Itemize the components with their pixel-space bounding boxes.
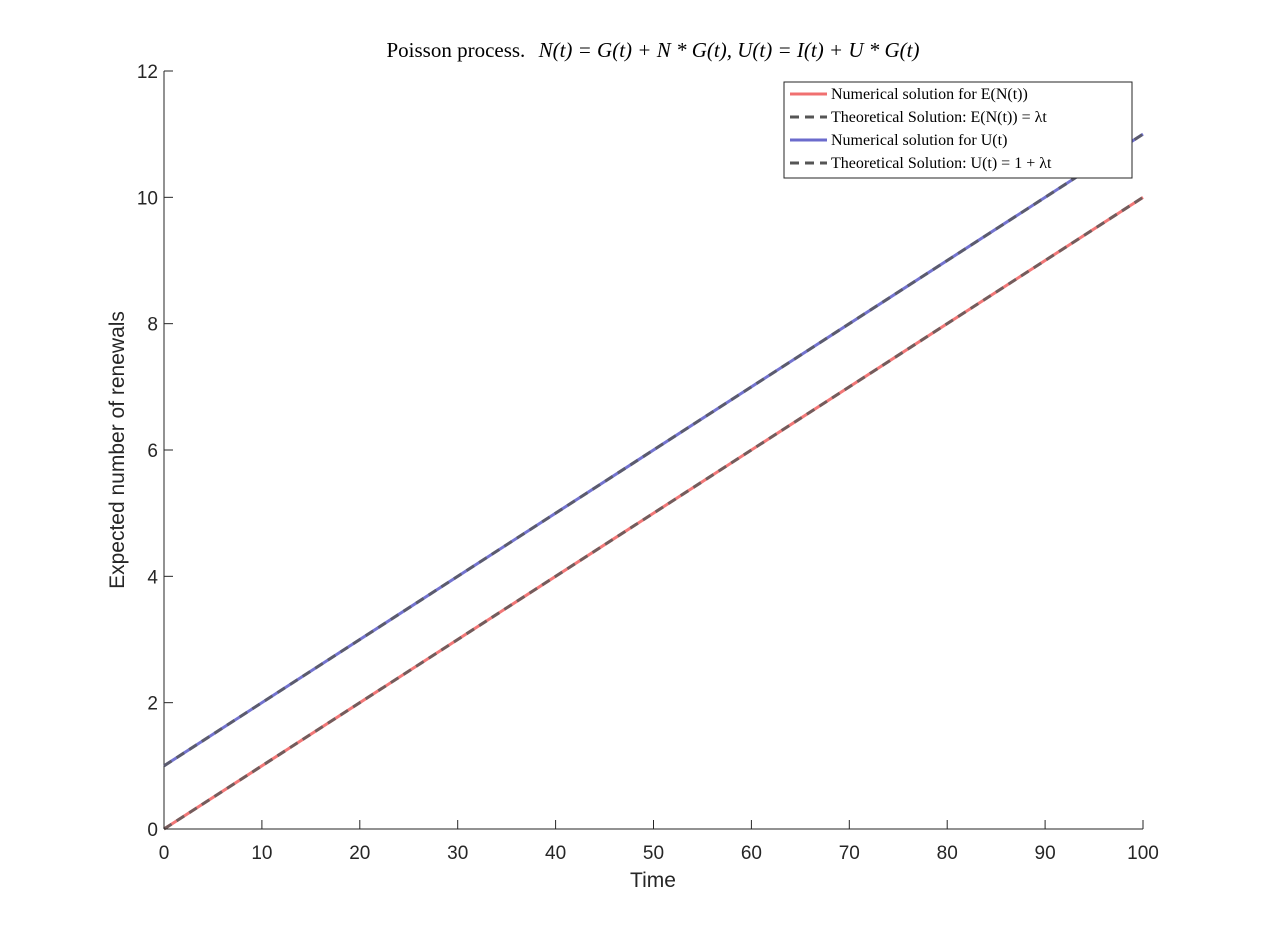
y-tick-label: 6 bbox=[147, 441, 158, 462]
x-tick-label: 40 bbox=[545, 843, 566, 864]
series-line-1 bbox=[163, 196, 1144, 831]
legend-label: Theoretical Solution: U(t) = 1 + λt bbox=[831, 155, 1052, 172]
legend-label: Numerical solution for E(N(t)) bbox=[831, 86, 1028, 103]
y-tick-label: 4 bbox=[147, 567, 158, 588]
chart-title-plain: Poisson process. bbox=[386, 38, 525, 62]
x-tick-label: 20 bbox=[349, 843, 370, 864]
x-tick-label: 10 bbox=[251, 843, 272, 864]
x-tick-label: 80 bbox=[937, 843, 958, 864]
x-axis-label: Time bbox=[630, 869, 676, 892]
x-tick-label: 30 bbox=[447, 843, 468, 864]
x-tick-label: 90 bbox=[1035, 843, 1056, 864]
legend-label: Numerical solution for U(t) bbox=[831, 132, 1007, 149]
series-line-3 bbox=[163, 132, 1144, 768]
chart-title: Poisson process. N(t) = G(t) + N * G(t),… bbox=[386, 38, 919, 62]
y-tick-label: 12 bbox=[137, 62, 158, 83]
legend: Numerical solution for E(N(t)) Theoretica… bbox=[783, 81, 1133, 179]
y-axis-label: Expected number of renewals bbox=[106, 311, 129, 589]
x-tick-label: 60 bbox=[741, 843, 762, 864]
x-tick-label: 100 bbox=[1127, 843, 1159, 864]
chart-title-math: N(t) = G(t) + N * G(t), U(t) = I(t) + U … bbox=[538, 38, 920, 62]
x-tick-label: 50 bbox=[643, 843, 664, 864]
y-tick-label: 10 bbox=[137, 188, 158, 209]
y-tick-label: 0 bbox=[147, 820, 158, 841]
legend-label: Theoretical Solution: E(N(t)) = λt bbox=[831, 109, 1047, 126]
plot-series bbox=[163, 132, 1144, 831]
y-tick-label: 8 bbox=[147, 315, 158, 336]
axis-ticks: 0 10 20 30 40 50 60 70 80 90 100 0 2 4 6 8 10 12 bbox=[137, 62, 1159, 864]
x-tick-label: 70 bbox=[839, 843, 860, 864]
y-tick-label: 2 bbox=[147, 694, 158, 715]
x-tick-label: 0 bbox=[159, 843, 170, 864]
legend-box bbox=[783, 81, 1133, 179]
